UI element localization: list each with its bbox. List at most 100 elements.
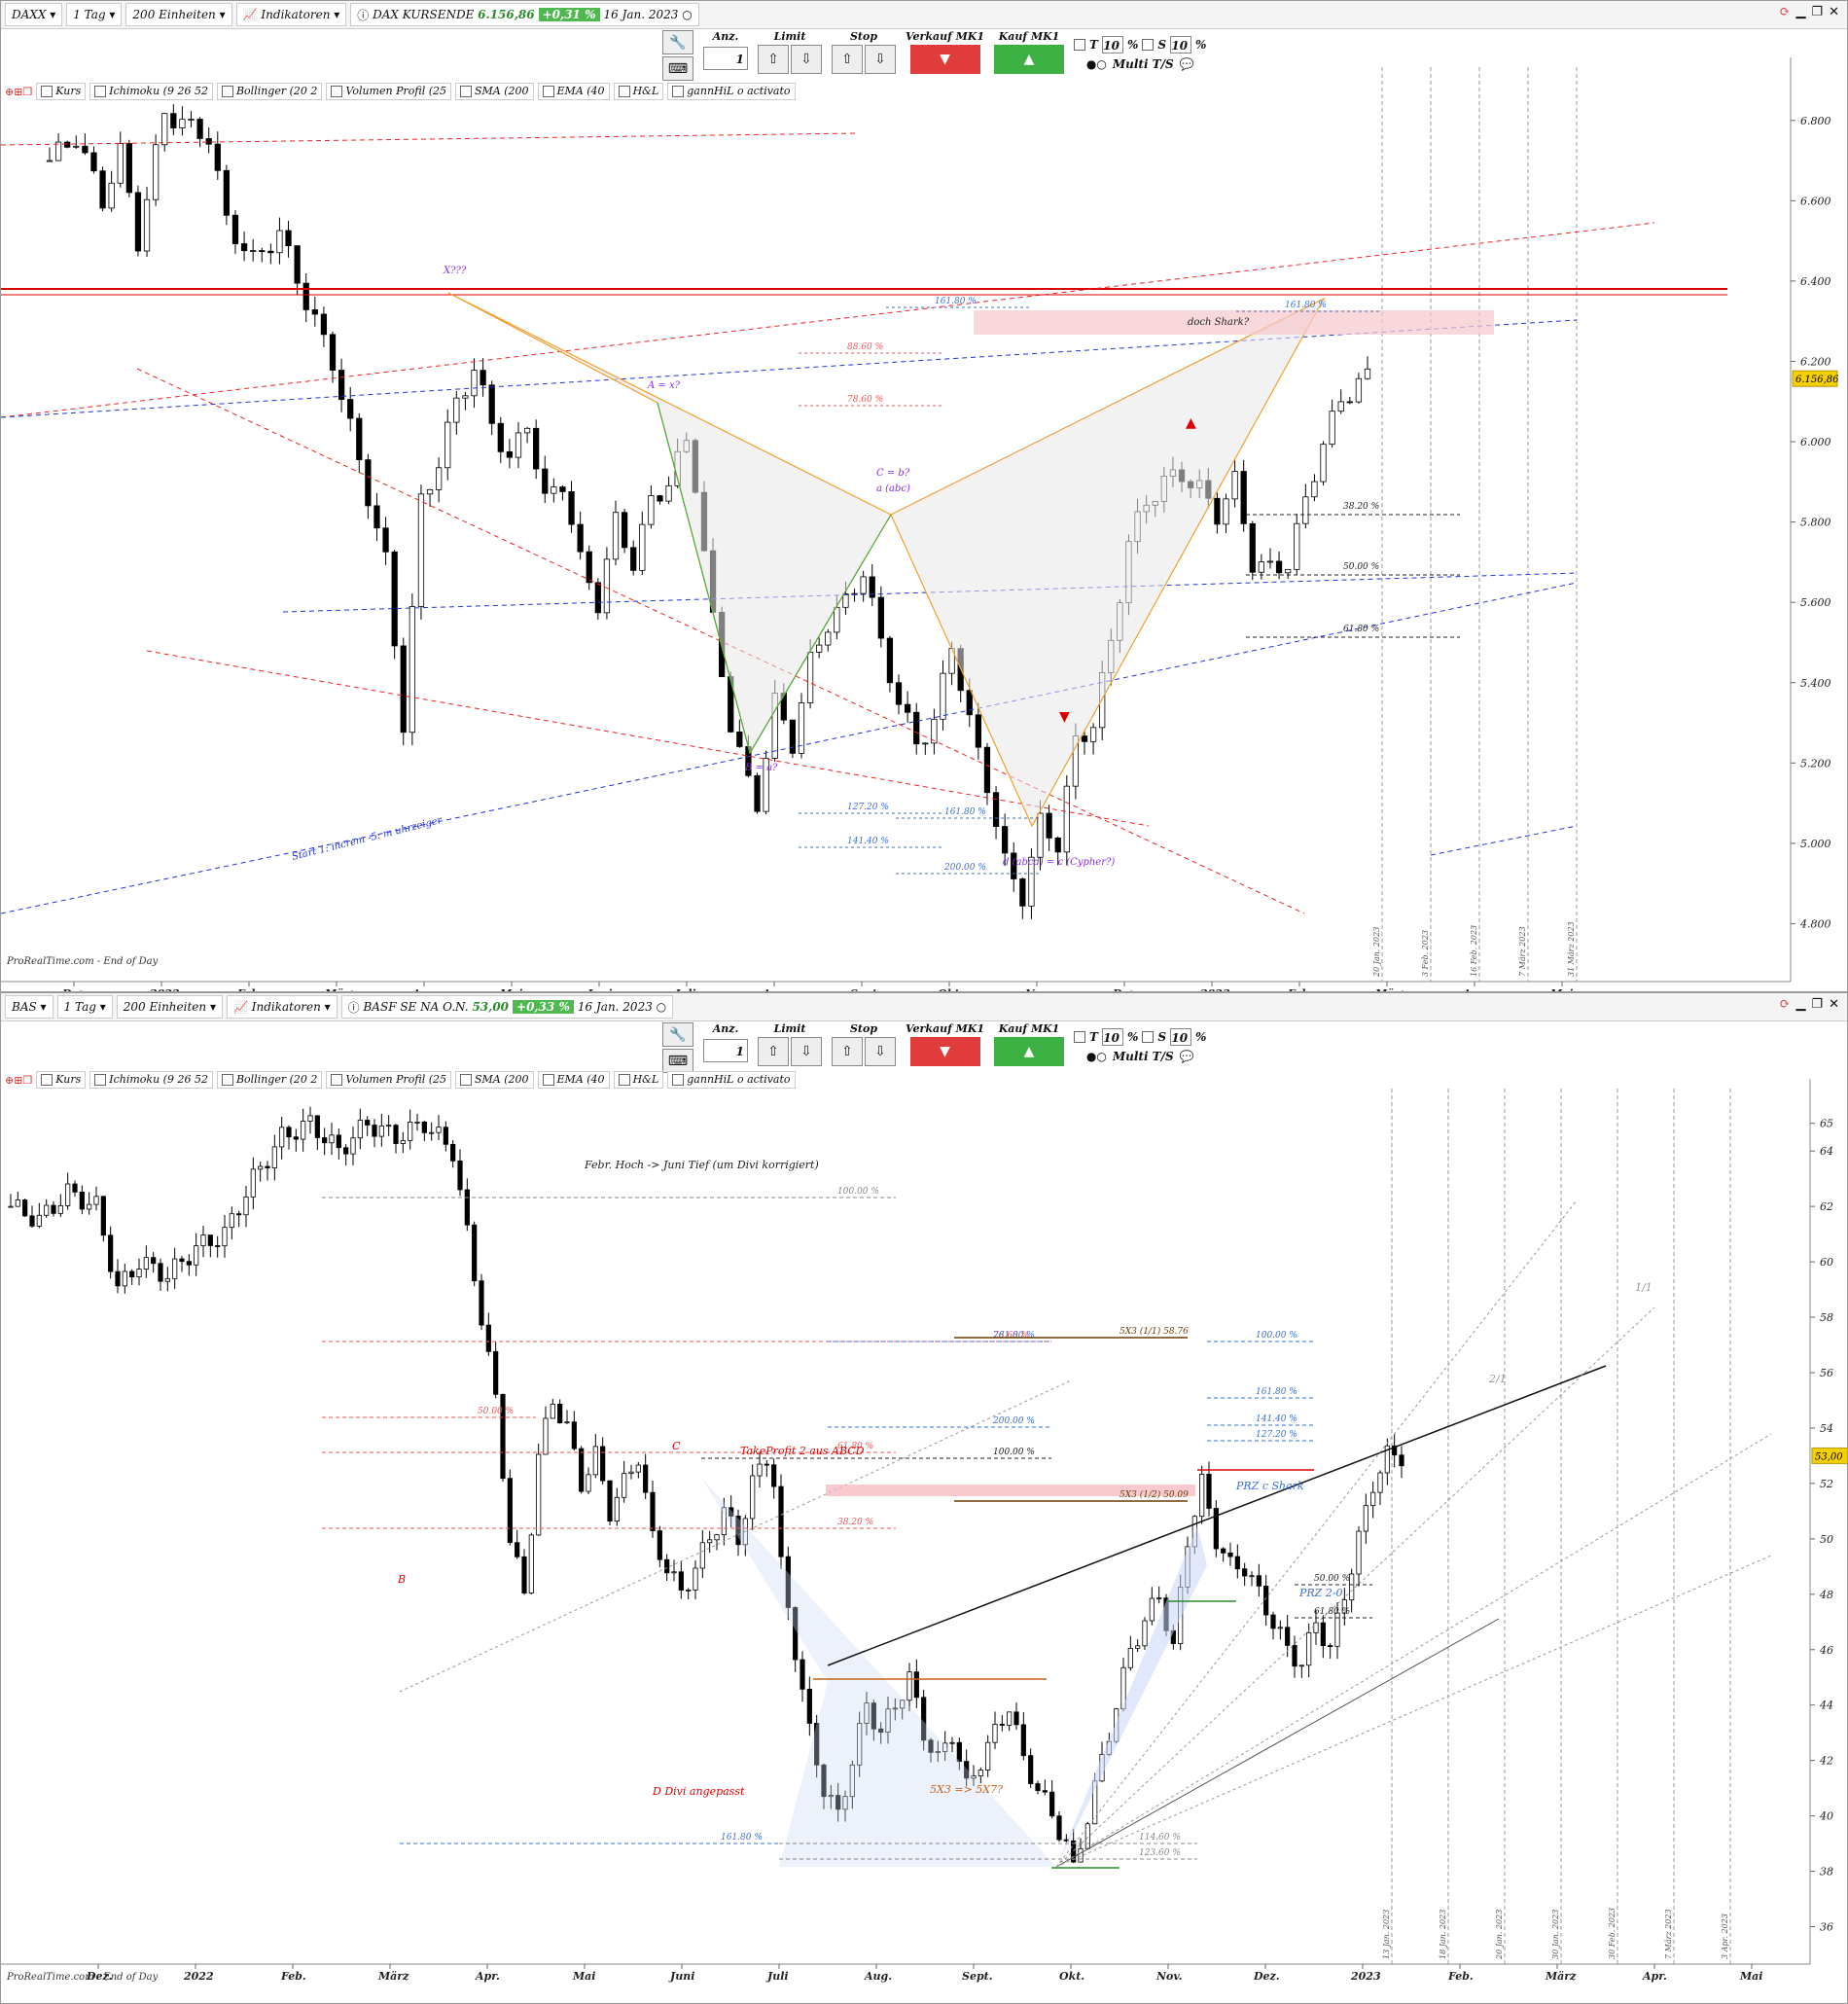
t-input[interactable]: 10 <box>1101 36 1123 54</box>
candle-body <box>302 282 309 310</box>
t-input[interactable]: 10 <box>1101 1028 1123 1046</box>
indicator-item[interactable]: Ichimoku (9 26 52 <box>89 83 213 100</box>
basf-price-chart[interactable]: 65 64 62 60 58 56 54 52 50 48 46 44 42 40 38 36 Dez. 2022… <box>1 1020 1847 2003</box>
add-indicator-icon[interactable]: ⊕⊞❐ <box>5 85 33 98</box>
indicators-button[interactable]: 📈 Indikatoren ▾ <box>235 3 347 26</box>
indicator-label: H&L <box>632 1073 659 1086</box>
close-icon[interactable]: ✕ <box>1829 5 1839 19</box>
candle-body <box>186 1261 192 1266</box>
indicator-item[interactable]: SMA (200 <box>455 1071 534 1089</box>
candle-body <box>347 399 354 419</box>
buy-market-button[interactable]: ▲ <box>994 1037 1065 1066</box>
timeframe-select[interactable]: 1 Tag ▾ <box>66 3 123 26</box>
stop-buy-button[interactable]: ⇧ <box>832 45 863 74</box>
indicator-checkbox[interactable] <box>331 1074 343 1086</box>
qty-input[interactable]: 1 <box>703 1039 748 1062</box>
sell-market-button[interactable]: ▼ <box>909 1037 980 1066</box>
indicator-item[interactable]: Bollinger (20 2 <box>216 83 323 100</box>
units-select[interactable]: 200 Einheiten ▾ <box>116 995 223 1019</box>
indicator-checkbox[interactable] <box>94 1074 107 1086</box>
indicator-item[interactable]: gannHiL o activato <box>667 1071 796 1089</box>
wrench-icon[interactable]: 🔧 <box>662 1022 693 1047</box>
indicator-item[interactable]: Bollinger (20 2 <box>216 1071 323 1089</box>
indicator-checkbox[interactable] <box>542 1074 554 1086</box>
s-input[interactable]: 10 <box>1170 1028 1192 1046</box>
timeframe-select[interactable]: 1 Tag ▾ <box>56 995 113 1019</box>
indicator-item[interactable]: EMA (40 <box>537 83 610 100</box>
indicator-item[interactable]: Volumen Profil (25 <box>326 83 451 100</box>
indicator-item[interactable]: Kurs <box>36 83 87 100</box>
t-checkbox[interactable] <box>1074 39 1086 51</box>
limit-sell-button[interactable]: ⇩ <box>791 1037 822 1066</box>
symbol-select[interactable]: DAXX ▾ <box>5 3 63 26</box>
add-indicator-icon[interactable]: ⊕⊞❐ <box>5 1073 33 1087</box>
indicator-checkbox[interactable] <box>618 1074 630 1086</box>
candle-body <box>940 672 946 720</box>
indicator-checkbox[interactable] <box>672 86 685 97</box>
indicator-item[interactable]: H&L <box>613 1071 664 1089</box>
keypad-icon[interactable]: ⌨ <box>662 56 693 81</box>
candle-body <box>488 384 495 424</box>
info-icon[interactable]: ⓘ <box>357 8 370 22</box>
units-select[interactable]: 200 Einheiten ▾ <box>125 3 232 26</box>
date-marker-label: 30 Feb. 2023 <box>1608 1908 1617 1959</box>
multi-toggle[interactable]: ●○ <box>1085 57 1107 71</box>
buy-market-button[interactable]: ▲ <box>994 45 1065 74</box>
indicator-checkbox[interactable] <box>460 86 472 97</box>
limit-buy-button[interactable]: ⇧ <box>758 1037 789 1066</box>
date-marker-label: 13 Jan. 2023 <box>1382 1910 1391 1959</box>
indicator-checkbox[interactable] <box>41 86 53 97</box>
indicator-label: Ichimoku (9 26 52 <box>109 1073 208 1086</box>
indicator-checkbox[interactable] <box>221 86 233 97</box>
wrench-icon[interactable]: 🔧 <box>662 30 693 54</box>
indicator-item[interactable]: EMA (40 <box>537 1071 610 1089</box>
symbol-select[interactable]: BAS ▾ <box>5 995 53 1019</box>
minimize-icon[interactable]: ▁ <box>1795 997 1806 1012</box>
indicator-item[interactable]: gannHiL o activato <box>667 83 796 100</box>
close-icon[interactable]: ✕ <box>1829 997 1839 1012</box>
s-checkbox[interactable] <box>1142 39 1155 51</box>
dax-price-chart[interactable]: 6.800 6.600 6.400 6.200 6.000 5.800 5.600 5.400… <box>1 28 1847 991</box>
indicator-item[interactable]: Ichimoku (9 26 52 <box>89 1071 213 1089</box>
indicators-button[interactable]: 📈 Indikatoren ▾ <box>226 995 338 1019</box>
s-checkbox[interactable] <box>1142 1031 1155 1043</box>
stop-sell-button[interactable]: ⇩ <box>865 1037 896 1066</box>
candle-body <box>267 250 274 254</box>
chat-icon[interactable]: 💬 <box>1179 1050 1194 1063</box>
limit-buy-button[interactable]: ⇧ <box>758 45 789 74</box>
indicator-checkbox[interactable] <box>41 1074 53 1086</box>
sync-icon[interactable]: ⟳ <box>1779 997 1791 1012</box>
t-checkbox[interactable] <box>1074 1031 1086 1043</box>
y-tick-label: 58 <box>1820 1311 1833 1324</box>
sync-icon[interactable]: ⟳ <box>1779 5 1791 19</box>
indicator-item[interactable]: Kurs <box>36 1071 87 1089</box>
indicator-checkbox[interactable] <box>94 86 107 97</box>
candle-body <box>506 450 514 458</box>
multi-toggle[interactable]: ●○ <box>1085 1050 1107 1063</box>
chat-icon[interactable]: 💬 <box>1179 57 1194 71</box>
indicator-checkbox[interactable] <box>331 86 343 97</box>
indicator-checkbox[interactable] <box>542 86 554 97</box>
sell-market-button[interactable]: ▼ <box>909 45 980 74</box>
s-input[interactable]: 10 <box>1170 36 1192 54</box>
limit-sell-button[interactable]: ⇩ <box>791 45 822 74</box>
indicator-item[interactable]: H&L <box>613 83 664 100</box>
indicator-checkbox[interactable] <box>618 86 630 97</box>
y-tick-label: 54 <box>1820 1422 1833 1435</box>
restore-icon[interactable]: ❐ <box>1811 997 1824 1012</box>
y-tick-label: 5.000 <box>1800 838 1831 850</box>
indicator-item[interactable]: Volumen Profil (25 <box>326 1071 451 1089</box>
qty-input[interactable]: 1 <box>703 47 748 70</box>
candle-body <box>778 1485 784 1557</box>
restore-icon[interactable]: ❐ <box>1811 5 1824 19</box>
info-icon[interactable]: ⓘ <box>347 1000 360 1015</box>
stop-buy-button[interactable]: ⇧ <box>832 1037 863 1066</box>
pattern-annotation: 2/1 <box>1488 1373 1507 1385</box>
indicator-item[interactable]: SMA (200 <box>455 83 534 100</box>
candle-body <box>757 1463 763 1477</box>
stop-sell-button[interactable]: ⇩ <box>865 45 896 74</box>
indicator-checkbox[interactable] <box>460 1074 472 1086</box>
indicator-checkbox[interactable] <box>221 1074 233 1086</box>
minimize-icon[interactable]: ▁ <box>1795 5 1806 19</box>
indicator-checkbox[interactable] <box>672 1074 685 1086</box>
